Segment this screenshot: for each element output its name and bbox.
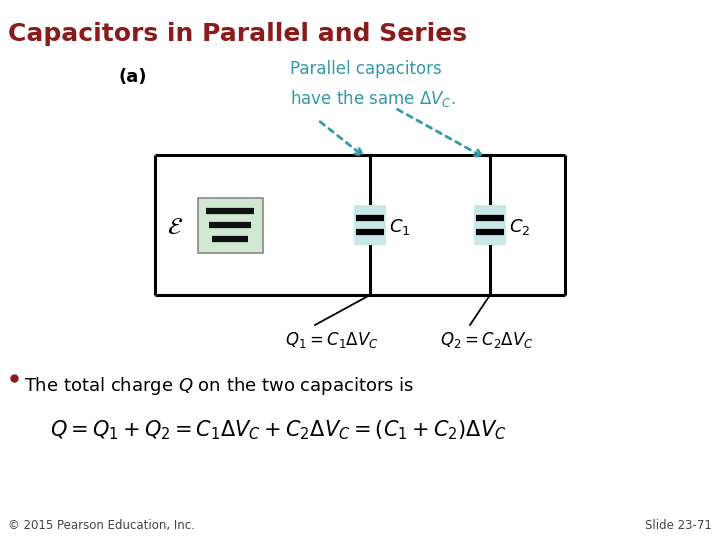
Text: $C_2$: $C_2$ (509, 217, 531, 237)
Text: $Q_1 = C_1\Delta V_C$: $Q_1 = C_1\Delta V_C$ (285, 330, 379, 350)
Text: The total charge $Q$ on the two capacitors is: The total charge $Q$ on the two capacito… (24, 375, 414, 397)
Text: Parallel capacitors
have the same $\Delta V_C$.: Parallel capacitors have the same $\Delt… (290, 60, 456, 109)
Text: © 2015 Pearson Education, Inc.: © 2015 Pearson Education, Inc. (8, 519, 195, 532)
Bar (354, 205, 386, 245)
Text: $\mathcal{E}$: $\mathcal{E}$ (167, 215, 184, 239)
Text: $C_1$: $C_1$ (389, 217, 410, 237)
Text: $Q = Q_1 + Q_2 = C_1\Delta V_C + C_2\Delta V_C = (C_1 + C_2)\Delta V_C$: $Q = Q_1 + Q_2 = C_1\Delta V_C + C_2\Del… (50, 418, 506, 442)
Text: Capacitors in Parallel and Series: Capacitors in Parallel and Series (8, 22, 467, 46)
Text: (a): (a) (118, 68, 146, 86)
Bar (474, 205, 506, 245)
Bar (197, 198, 263, 253)
Text: Slide 23-71: Slide 23-71 (645, 519, 712, 532)
Text: $Q_2 = C_2\Delta V_C$: $Q_2 = C_2\Delta V_C$ (440, 330, 534, 350)
